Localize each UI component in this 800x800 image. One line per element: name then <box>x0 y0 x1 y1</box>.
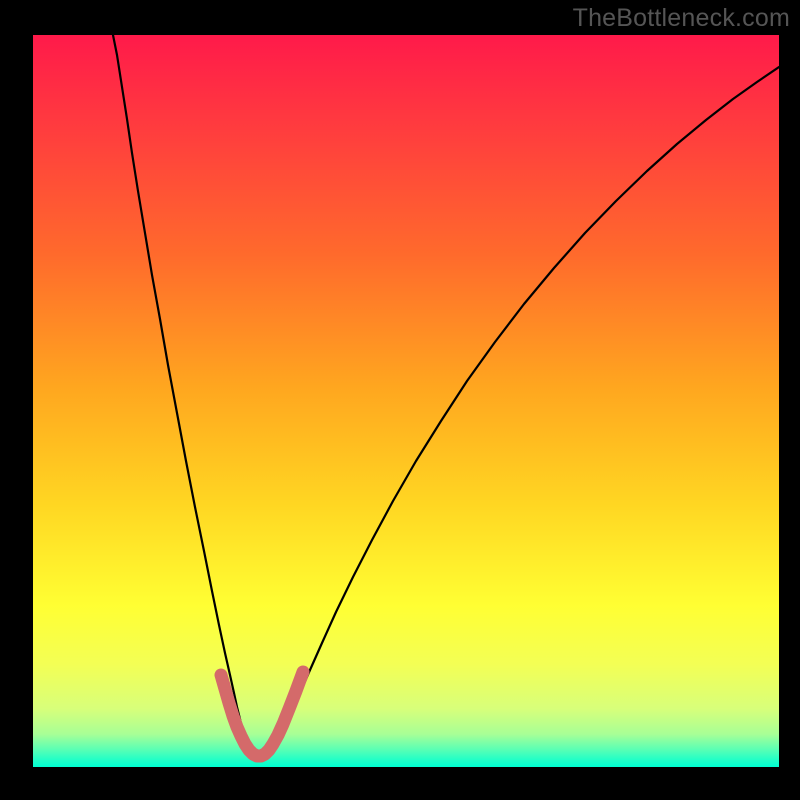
plot-area <box>33 35 779 767</box>
plot-svg <box>33 35 779 767</box>
watermark-text: TheBottleneck.com <box>573 4 790 33</box>
gradient-background <box>33 35 779 767</box>
